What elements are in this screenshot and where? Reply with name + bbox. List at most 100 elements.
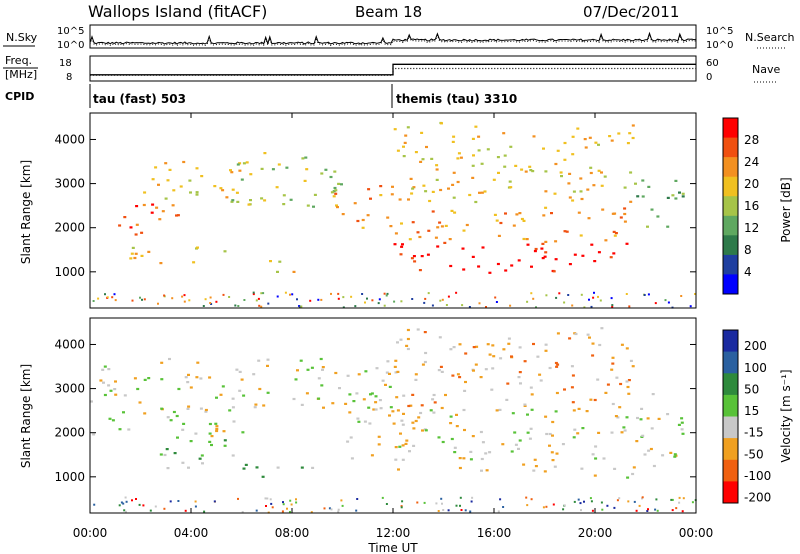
velocity-cell: [103, 365, 107, 368]
velocity-cell: [99, 379, 103, 382]
velocity-cell: [601, 508, 604, 511]
power-cell: [229, 169, 232, 172]
power-cell: [623, 220, 627, 223]
power-colorbar-swatch: [723, 196, 738, 217]
velocity-cell: [286, 507, 288, 510]
velocity-cell: [231, 406, 235, 409]
power-cell: [647, 185, 651, 188]
power-cell: [517, 259, 521, 262]
velocity-cell: [348, 411, 352, 414]
power-ytick-label: 2000: [54, 221, 85, 235]
velocity-cell: [491, 367, 495, 370]
power-cell: [544, 251, 548, 254]
power-cell: [252, 293, 255, 296]
power-cell: [275, 186, 279, 189]
power-cell: [134, 233, 138, 236]
noise-tick-top-left: 10^5: [57, 26, 84, 37]
velocity-colorbar-swatch: [723, 416, 738, 439]
power-cell: [143, 298, 146, 301]
velocity-cell: [374, 408, 378, 411]
power-cell: [195, 167, 199, 170]
power-cell: [599, 299, 602, 302]
power-cell: [588, 136, 592, 139]
power-cell: [420, 255, 424, 258]
power-cell: [590, 243, 594, 246]
velocity-cell: [435, 502, 438, 505]
velocity-cell: [618, 497, 621, 500]
power-cell: [436, 245, 440, 248]
power-cell: [492, 178, 496, 181]
velocity-cell: [388, 414, 391, 417]
power-cell: [361, 218, 365, 222]
velocity-cell: [337, 508, 340, 511]
power-cell: [390, 193, 394, 196]
power-cell: [597, 169, 601, 172]
power-cell: [342, 306, 345, 309]
power-cell: [435, 178, 439, 181]
velocity-cell: [269, 498, 272, 501]
freq-line: [90, 63, 696, 76]
power-cell: [532, 135, 536, 138]
power-cell: [158, 218, 162, 221]
x-tick-label: 00:00: [73, 526, 108, 540]
velocity-cell: [374, 395, 378, 398]
velocity-cell: [583, 500, 585, 503]
velocity-colorbar: 200 100 50 15 -15 -50 -100 -200 Velocity [m s⁻¹…: [722, 329, 793, 505]
velocity-ytick-label: 4000: [54, 337, 85, 351]
velocity-cell: [168, 357, 171, 361]
nsearch-label: N.Search: [745, 31, 795, 44]
velocity-cell: [550, 451, 554, 454]
velocity-cell: [571, 401, 575, 404]
velocity-cell: [266, 497, 269, 500]
velocity-cell: [396, 409, 400, 412]
velocity-cell: [453, 446, 457, 449]
velocity-cell: [441, 502, 443, 505]
power-cell: [612, 230, 616, 233]
power-cell: [611, 212, 615, 215]
power-cell: [626, 142, 630, 145]
power-cell: [495, 219, 499, 222]
power-cell: [600, 171, 603, 174]
velocity-cell: [419, 411, 423, 415]
power-cell: [641, 195, 645, 198]
velocity-cell: [631, 365, 635, 368]
power-cell: [157, 183, 160, 186]
velocity-cell: [409, 404, 413, 407]
velocity-cell: [661, 454, 665, 457]
power-cell: [671, 194, 675, 197]
power-cell: [428, 199, 432, 203]
velocity-cell: [402, 412, 405, 415]
velocity-cell: [498, 408, 502, 411]
power-cell: [277, 163, 281, 166]
power-cell: [335, 204, 338, 207]
velocity-cell: [553, 465, 557, 468]
velocity-colorbar-tick: -100: [744, 469, 771, 483]
power-cell: [623, 186, 627, 189]
power-cell: [509, 304, 512, 307]
velocity-cell: [534, 465, 538, 468]
velocity-cell: [475, 345, 479, 348]
velocity-cell: [594, 457, 598, 460]
velocity-cell: [544, 343, 548, 346]
power-cell: [414, 151, 418, 154]
velocity-cell: [231, 454, 235, 457]
velocity-cell: [394, 446, 398, 449]
velocity-cell: [163, 507, 166, 510]
noise-tick-top-right: 10^5: [706, 26, 733, 37]
power-cell: [550, 212, 553, 215]
velocity-cell: [450, 437, 454, 441]
velocity-cell: [411, 421, 415, 424]
velocity-cell: [431, 398, 435, 401]
power-cell: [565, 230, 569, 233]
power-cell: [231, 199, 235, 202]
velocity-cell: [517, 447, 520, 450]
power-cell: [400, 245, 404, 248]
velocity-cell: [523, 403, 527, 406]
power-cell: [238, 169, 242, 172]
power-cell: [457, 152, 461, 155]
velocity-cell: [131, 499, 133, 502]
noise-panel: N.Sky 10^5 10^0 10^5 10^0 N.Search: [3, 24, 795, 51]
velocity-cell: [406, 337, 410, 341]
power-cell: [245, 161, 249, 164]
velocity-cell: [349, 436, 353, 439]
